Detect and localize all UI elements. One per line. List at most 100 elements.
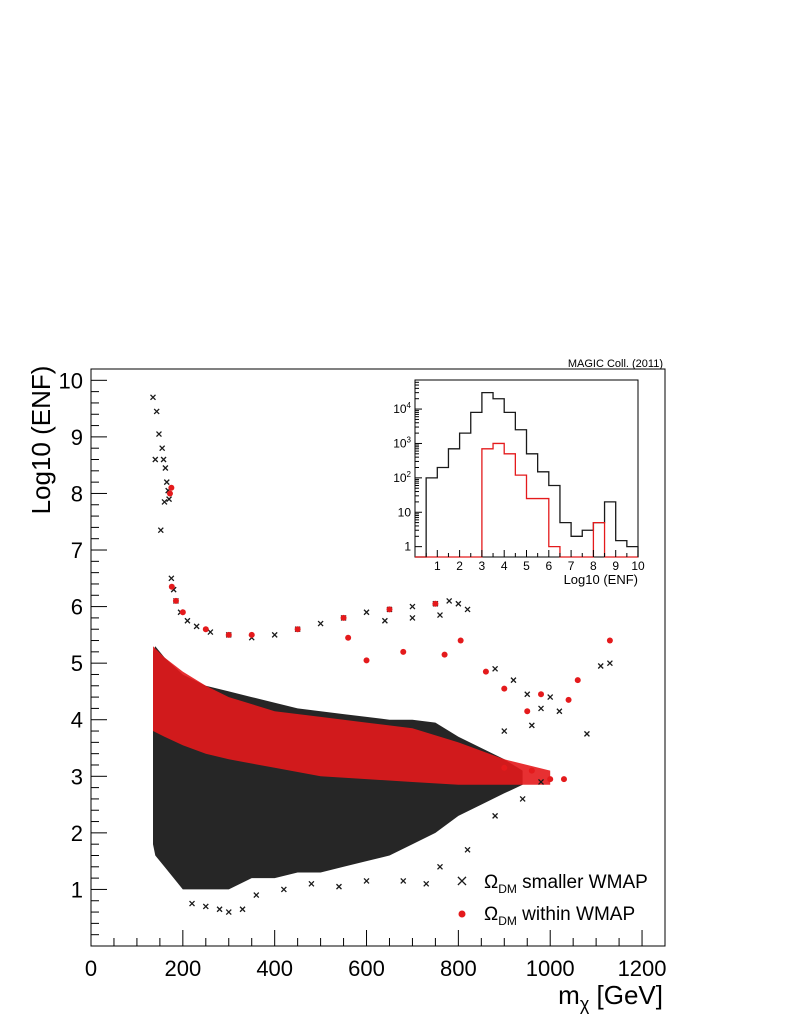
main-x-axis-title: mχ [GeV] [558, 980, 663, 1014]
point-smaller-12 [168, 575, 175, 582]
inset-x-tick-label: 2 [456, 559, 463, 573]
x-tick-label: 400 [256, 956, 293, 981]
point-smaller-51 [253, 892, 260, 899]
point-smaller-44 [528, 722, 535, 729]
point-smaller-61 [519, 795, 526, 802]
point-within-17 [482, 668, 489, 675]
point-smaller-56 [400, 877, 407, 884]
point-smaller-62 [538, 778, 544, 785]
y-tick-label: 7 [71, 538, 83, 563]
point-within-14 [400, 648, 407, 655]
point-smaller-10 [157, 527, 164, 534]
point-smaller-60 [492, 812, 499, 819]
point-smaller-57 [423, 880, 430, 887]
point-smaller-33 [409, 614, 416, 621]
point-within-25 [528, 767, 535, 774]
x-axis-title-sub: χ [580, 994, 590, 1014]
dense-band-1 [153, 646, 551, 785]
point-smaller-59 [464, 846, 471, 853]
point-smaller-2 [156, 431, 162, 438]
point-smaller-46 [189, 900, 195, 907]
point-smaller-18 [207, 629, 214, 636]
inset-x-tick-label: 6 [545, 559, 552, 573]
point-within-2 [168, 583, 175, 590]
x-axis-title-main: m [558, 980, 580, 1010]
point-smaller-35 [492, 665, 499, 672]
inset-histogram [415, 392, 639, 558]
inset-y-tick-label: 10 [398, 505, 412, 519]
point-smaller-7 [163, 479, 170, 486]
point-smaller-47 [202, 903, 209, 910]
point-within-23 [606, 637, 613, 644]
legend-marker-x-icon: × [455, 871, 468, 890]
point-smaller-6 [162, 465, 169, 471]
inset-x-tick-label: 5 [523, 559, 530, 573]
point-smaller-4 [159, 445, 166, 452]
point-smaller-29 [446, 597, 453, 604]
point-smaller-1 [153, 408, 160, 415]
point-smaller-30 [455, 600, 462, 607]
point-within-19 [524, 708, 531, 715]
inset-x-tick-label: 1 [434, 559, 441, 573]
inset-y-tick-label: 1 [404, 540, 411, 554]
legend-rest: within WMAP [517, 904, 635, 925]
inset-y-tick-label: 102 [393, 470, 411, 485]
point-smaller-54 [336, 883, 342, 890]
legend-sub: DM [498, 882, 517, 896]
point-smaller-16 [184, 617, 191, 624]
legend-omega: Ω [484, 872, 498, 893]
point-within-3 [172, 597, 179, 604]
y-tick-label: 3 [71, 764, 83, 789]
main-y-axis-title: Log10 (ENF) [26, 366, 56, 515]
point-smaller-41 [597, 663, 604, 669]
point-smaller-17 [193, 623, 200, 630]
point-smaller-55 [363, 877, 370, 884]
point-smaller-49 [225, 909, 232, 916]
point-smaller-0 [150, 394, 156, 401]
x-tick-label: 600 [348, 956, 385, 981]
main-axes: 0 200 400 600 800 1000 1200 1 2 3 4 5 6 7 8 9 10 [59, 368, 667, 981]
point-smaller-21 [271, 631, 278, 638]
credit-label: MAGIC Coll. (2011) [568, 358, 663, 370]
inset-axes: 1 2 3 4 5 6 7 8 9 10 1 10 102 103 104 [393, 379, 645, 573]
point-smaller-58 [437, 863, 443, 870]
point-within-0 [168, 484, 175, 491]
y-tick-label: 4 [71, 708, 83, 733]
y-tick-label: 2 [71, 821, 83, 846]
inset-x-tick-label: 3 [479, 559, 486, 573]
legend-label-within: ΩDM within WMAP [484, 904, 635, 928]
point-within-6 [225, 631, 232, 638]
y-tick-label: 8 [71, 481, 83, 506]
point-smaller-8 [161, 498, 168, 505]
point-within-18 [501, 685, 508, 692]
legend-sub: DM [498, 914, 517, 928]
point-smaller-50 [239, 906, 246, 913]
legend: × ΩDM smaller WMAP ΩDM within WMAP [455, 871, 648, 928]
point-smaller-43 [547, 694, 554, 701]
x-tick-label: 800 [440, 956, 477, 981]
legend-marker-dot-icon [458, 910, 466, 918]
point-within-10 [386, 606, 393, 613]
x-tick-label: 200 [164, 956, 201, 981]
point-within-13 [363, 657, 370, 664]
y-tick-label: 5 [71, 651, 83, 676]
inset-x-tick-label: 4 [501, 559, 508, 573]
point-within-26 [547, 776, 554, 783]
legend-label-smaller: ΩDM smaller WMAP [484, 872, 648, 896]
point-smaller-38 [538, 705, 544, 712]
legend-omega: Ω [484, 904, 498, 925]
y-tick-label: 6 [71, 595, 83, 620]
point-within-16 [457, 637, 464, 644]
point-within-15 [441, 651, 448, 658]
point-within-9 [340, 614, 347, 621]
inset-x-tick-label: 9 [612, 559, 619, 573]
point-within-1 [166, 490, 173, 497]
point-smaller-40 [583, 730, 590, 737]
point-within-7 [248, 631, 255, 638]
hist-series-1 [415, 442, 638, 558]
inset-x-tick-label: 7 [568, 559, 575, 573]
point-smaller-53 [308, 880, 315, 887]
point-smaller-32 [437, 612, 443, 619]
main-dense-bands [153, 646, 551, 890]
point-smaller-23 [317, 620, 324, 627]
